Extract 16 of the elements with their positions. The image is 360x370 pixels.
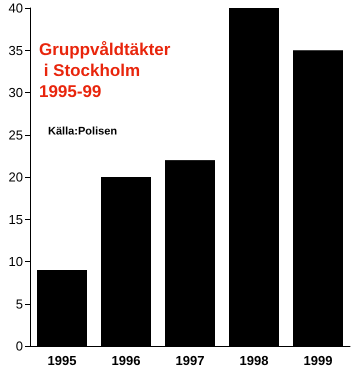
x-tick-label: 1995: [48, 353, 76, 368]
annotation: Källa:Polisen: [48, 126, 118, 138]
y-tick-label: 0: [16, 338, 23, 354]
x-tick-label: 1996: [112, 353, 140, 368]
y-tick-label: 30: [8, 85, 23, 100]
y-tick-label: 25: [8, 127, 23, 142]
x-tick-label: 1997: [176, 353, 204, 368]
y-tick-label: 20: [8, 170, 23, 184]
text: Gruppvåldtäkter i Stockholm 1995-99: [39, 40, 171, 101]
x-tick-label: 1998: [240, 353, 268, 368]
y-tick-label: 35: [8, 42, 23, 58]
x-tick-label: 1999: [304, 353, 332, 368]
y-tick-label: 15: [8, 212, 23, 227]
y-tick-label: 40: [8, 0, 23, 16]
y-tick-label: 5: [16, 296, 23, 312]
y-tick-label: 10: [8, 254, 23, 269]
